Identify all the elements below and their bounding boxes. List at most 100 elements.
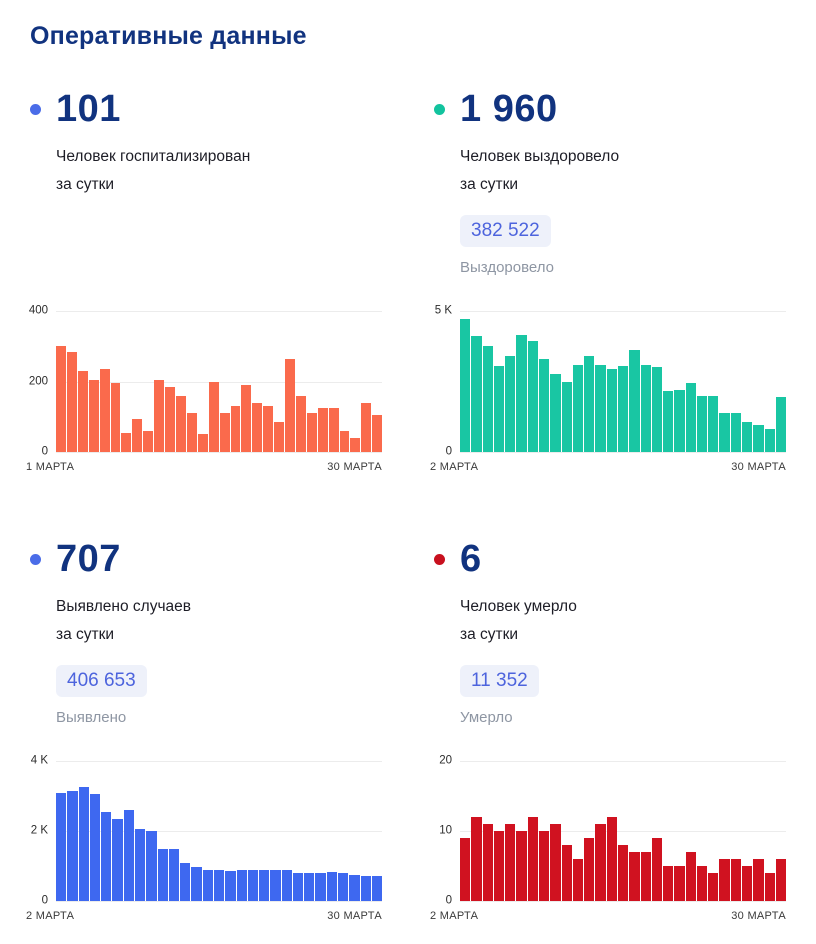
- bar: [516, 334, 527, 452]
- y-tick-label: 400: [28, 304, 48, 317]
- bar: [197, 434, 208, 452]
- bar: [696, 395, 708, 452]
- bar: [361, 402, 372, 452]
- stat-dot-icon: [434, 103, 445, 115]
- x-axis-start-label: 2 МАРТА: [430, 461, 479, 473]
- bar: [263, 406, 274, 452]
- y-tick-label: 4 K: [30, 754, 48, 767]
- bar: [88, 379, 99, 452]
- bar: [132, 418, 143, 452]
- bar: [527, 817, 538, 901]
- bar: [629, 350, 640, 452]
- bar: [315, 872, 326, 901]
- bar: [67, 790, 78, 901]
- bar: [208, 381, 219, 452]
- cards-grid: 101 Человек госпитализирован за сутки 40…: [26, 85, 787, 922]
- bar: [99, 369, 110, 452]
- bar: [225, 871, 236, 901]
- bar: [516, 831, 527, 901]
- bar: [350, 437, 361, 452]
- bar: [230, 406, 241, 452]
- bar-series: [56, 761, 383, 901]
- bar: [505, 356, 516, 452]
- stat-row: 1 960: [434, 85, 786, 133]
- bar: [460, 319, 471, 452]
- bar: [338, 873, 349, 901]
- y-tick-label: 0: [445, 445, 452, 458]
- bar: [572, 364, 584, 452]
- bar: [663, 391, 674, 452]
- bar: [708, 873, 719, 901]
- stat-description-line2: за сутки: [56, 626, 115, 643]
- plot-area: [460, 761, 787, 902]
- bar: [134, 829, 146, 901]
- bar: [78, 787, 89, 901]
- page-title: Оперативные данные: [30, 22, 307, 50]
- bar: [674, 866, 685, 901]
- bar: [753, 425, 764, 452]
- bar: [685, 852, 696, 901]
- bar: [295, 395, 306, 452]
- bar: [527, 340, 538, 452]
- gridline: [460, 761, 786, 762]
- bar: [640, 852, 651, 901]
- y-tick-label: 0: [41, 445, 48, 458]
- bar: [572, 859, 584, 901]
- bar: [764, 429, 775, 452]
- bar: [742, 422, 753, 452]
- y-tick-label: 200: [28, 374, 48, 387]
- bar: [775, 859, 787, 901]
- y-axis: 20 10 0: [430, 754, 454, 906]
- gridline: [56, 901, 382, 902]
- bar: [89, 794, 101, 901]
- x-axis: 1 МАРТА 30 МАРТА: [26, 461, 382, 473]
- bar: [561, 845, 572, 901]
- bar-series: [460, 311, 787, 452]
- gridline: [460, 831, 786, 832]
- stat-description: Человек госпитализирован за сутки: [56, 143, 382, 199]
- bar: [165, 386, 175, 452]
- stat-description-line2: за сутки: [460, 176, 519, 193]
- bar: [285, 358, 295, 452]
- bar: [730, 412, 742, 452]
- stat-row: 6: [434, 535, 786, 583]
- bar: [629, 852, 640, 901]
- bar: [561, 381, 572, 452]
- gridline: [56, 761, 382, 762]
- stat-value: 6: [460, 537, 482, 580]
- plot-area: [56, 311, 383, 453]
- bar: [493, 366, 505, 452]
- bar: [317, 407, 328, 452]
- bar: [157, 848, 168, 901]
- bar: [584, 356, 595, 452]
- plot-area: [56, 761, 383, 902]
- chart-detected: 4 K 2 K 0 2 МАРТА 30 МАРТА: [26, 754, 383, 922]
- stat-row: 101: [30, 85, 382, 133]
- bar: [191, 867, 202, 901]
- bar: [202, 870, 213, 901]
- bar-series: [460, 761, 787, 901]
- bar: [460, 838, 471, 901]
- stat-description-line1: Выявлено случаев: [56, 598, 191, 615]
- bar: [482, 346, 493, 452]
- bar: [339, 430, 350, 452]
- dashboard: Оперативные данные 101 Человек госпитали…: [26, 22, 787, 922]
- bar: [651, 367, 663, 452]
- stat-description: Человек умерло за сутки: [460, 593, 786, 649]
- stat-description-line2: за сутки: [56, 176, 115, 193]
- bar: [274, 422, 285, 452]
- bar: [146, 831, 157, 901]
- badge-zone: 406 653 Выявлено: [56, 649, 382, 761]
- bar: [77, 370, 88, 452]
- x-axis: 2 МАРТА 30 МАРТА: [430, 910, 786, 922]
- stat-card-deaths: 6 Человек умерло за сутки 11 352 Умерло …: [430, 535, 787, 922]
- bar: [259, 870, 270, 901]
- bar: [236, 870, 247, 901]
- bar: [66, 351, 77, 452]
- stat-description-line1: Человек умерло: [460, 598, 577, 615]
- bar: [281, 869, 292, 901]
- bar: [764, 873, 775, 901]
- bar: [168, 848, 180, 901]
- stat-card-hospitalized: 101 Человек госпитализирован за сутки 40…: [26, 85, 383, 473]
- bar: [180, 862, 191, 901]
